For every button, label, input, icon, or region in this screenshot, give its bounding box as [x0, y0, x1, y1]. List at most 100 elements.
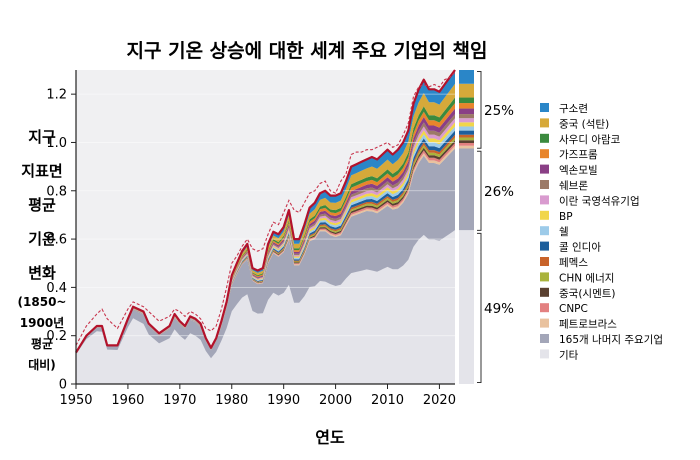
area-series-16	[76, 148, 455, 359]
legend-swatch	[540, 334, 549, 343]
share-bracket	[477, 150, 482, 231]
share-bar-segment	[459, 140, 474, 143]
share-label: 25%	[484, 103, 514, 119]
legend-label: 구소련	[559, 103, 588, 115]
legend-swatch	[540, 195, 549, 205]
legend-label: BP	[559, 211, 573, 223]
share-bar-segment	[459, 103, 474, 109]
legend-label: 중국(시멘트)	[559, 288, 616, 300]
share-label: 26%	[484, 184, 514, 200]
legend-swatch	[540, 241, 549, 251]
x-tick-label: 1990	[267, 393, 300, 408]
legend-swatch	[540, 287, 549, 297]
share-bar-segment	[459, 230, 474, 384]
area-series-2	[76, 83, 455, 353]
share-bar-segment	[459, 97, 474, 104]
y-axis-note-line: 1900년	[20, 316, 64, 330]
area-series-10	[76, 130, 455, 353]
legend-label: 165개 나머지 주요기업	[559, 333, 663, 346]
area-series-9	[76, 126, 455, 353]
legend-swatch	[540, 257, 549, 266]
x-tick-label: 1980	[215, 393, 248, 408]
y-tick-label: 1.2	[46, 88, 67, 103]
share-label: 49%	[484, 301, 514, 317]
legend-label: CNPC	[559, 303, 588, 315]
area-series-8	[76, 122, 455, 353]
y-axis-title-line: 변화	[28, 264, 56, 282]
y-axis-note-line: 대비)	[28, 357, 56, 372]
x-tick-label: 2020	[423, 393, 456, 408]
legend-swatch	[540, 349, 549, 359]
legend-label: 엑손모빌	[559, 165, 598, 177]
x-tick-label: 1960	[111, 393, 144, 408]
y-axis-title-line: 평균	[28, 196, 56, 214]
share-bar-segment	[459, 134, 474, 138]
legend-swatch	[540, 318, 549, 328]
area-series-3	[76, 97, 455, 353]
area-series-4	[76, 103, 455, 353]
share-bar-segment	[459, 148, 474, 231]
legend-swatch	[540, 272, 549, 282]
legend-swatch	[540, 303, 549, 313]
total-line	[75, 69, 456, 354]
y-axis-note-line: (1850~	[18, 295, 67, 309]
legend-label: 페멕스	[559, 257, 588, 269]
share-bracket	[477, 71, 482, 149]
share-bar-segment	[459, 108, 474, 115]
y-tick-label: 0.8	[46, 184, 67, 199]
legend-swatch	[540, 164, 549, 174]
share-bar-segment	[459, 126, 474, 131]
y-axis-title-line: 지구	[28, 128, 56, 146]
share-bar-segment	[459, 70, 474, 84]
share-bar: 25% 26% 49%	[459, 70, 514, 384]
share-bar-segment	[459, 118, 474, 123]
y-tick-label: 0	[59, 378, 67, 393]
area-series-1	[76, 70, 455, 353]
legend-label: 가즈프롬	[559, 149, 598, 161]
legend-swatch	[540, 133, 549, 143]
legend-label: CHN 에너지	[559, 272, 614, 284]
legend-label: 기타	[559, 349, 579, 361]
legend-swatch	[540, 226, 549, 236]
legend-swatch	[540, 210, 549, 220]
share-bracket	[477, 232, 482, 383]
plot-area: 0 0.2 0.4 0.6 0.8 1.0 1.2 1950 1960 1970 1980 1990 2…	[46, 69, 456, 408]
legend-label: 중국 (석탄)	[559, 118, 609, 130]
y-axis-title: 지구 지표면 평균 기온 변화 (1850~ 1900년 평균 대비)	[18, 128, 67, 372]
y-axis-note-line: 평균	[31, 337, 53, 351]
y-axis-title-line: 지표면	[21, 162, 62, 180]
legend-label: 쉐브론	[559, 180, 588, 192]
share-bar-segment	[459, 137, 474, 141]
legend-swatch	[540, 180, 549, 189]
y-tick-label: 1.0	[46, 136, 67, 151]
share-bar-segment	[459, 145, 474, 149]
area-series-5	[76, 108, 455, 353]
legend-label: 사우디 아람코	[559, 133, 621, 146]
area-series-6	[76, 114, 455, 353]
legend-swatch	[540, 118, 549, 128]
x-tick-label: 1970	[163, 393, 196, 408]
x-tick-label: 2000	[319, 393, 352, 408]
legend-swatch	[540, 103, 549, 112]
share-bar-segment	[459, 114, 474, 119]
x-tick-label: 2010	[371, 393, 404, 408]
legend-label: 페트로브라스	[559, 319, 617, 331]
y-axis-title-line: 기온	[28, 230, 56, 248]
dashed-line	[75, 71, 456, 346]
area-series-7	[76, 118, 455, 353]
legend-label: 쉘	[559, 226, 569, 238]
area-series-17	[76, 230, 455, 384]
share-bar-segment	[459, 130, 474, 135]
y-tick-label: 0.2	[46, 329, 67, 344]
legend-label: 이란 국영석유기업	[559, 194, 640, 207]
share-bar-segment	[459, 83, 474, 98]
x-axis-title: 연도	[315, 428, 345, 447]
chart-title: 지구 기온 상승에 대한 세계 주요 기업의 책임	[127, 40, 488, 62]
legend-swatch	[540, 149, 549, 159]
share-bar-segment	[459, 142, 474, 146]
legend-label: 콜 인디아	[559, 242, 601, 254]
y-tick-label: 0.4	[46, 281, 67, 296]
